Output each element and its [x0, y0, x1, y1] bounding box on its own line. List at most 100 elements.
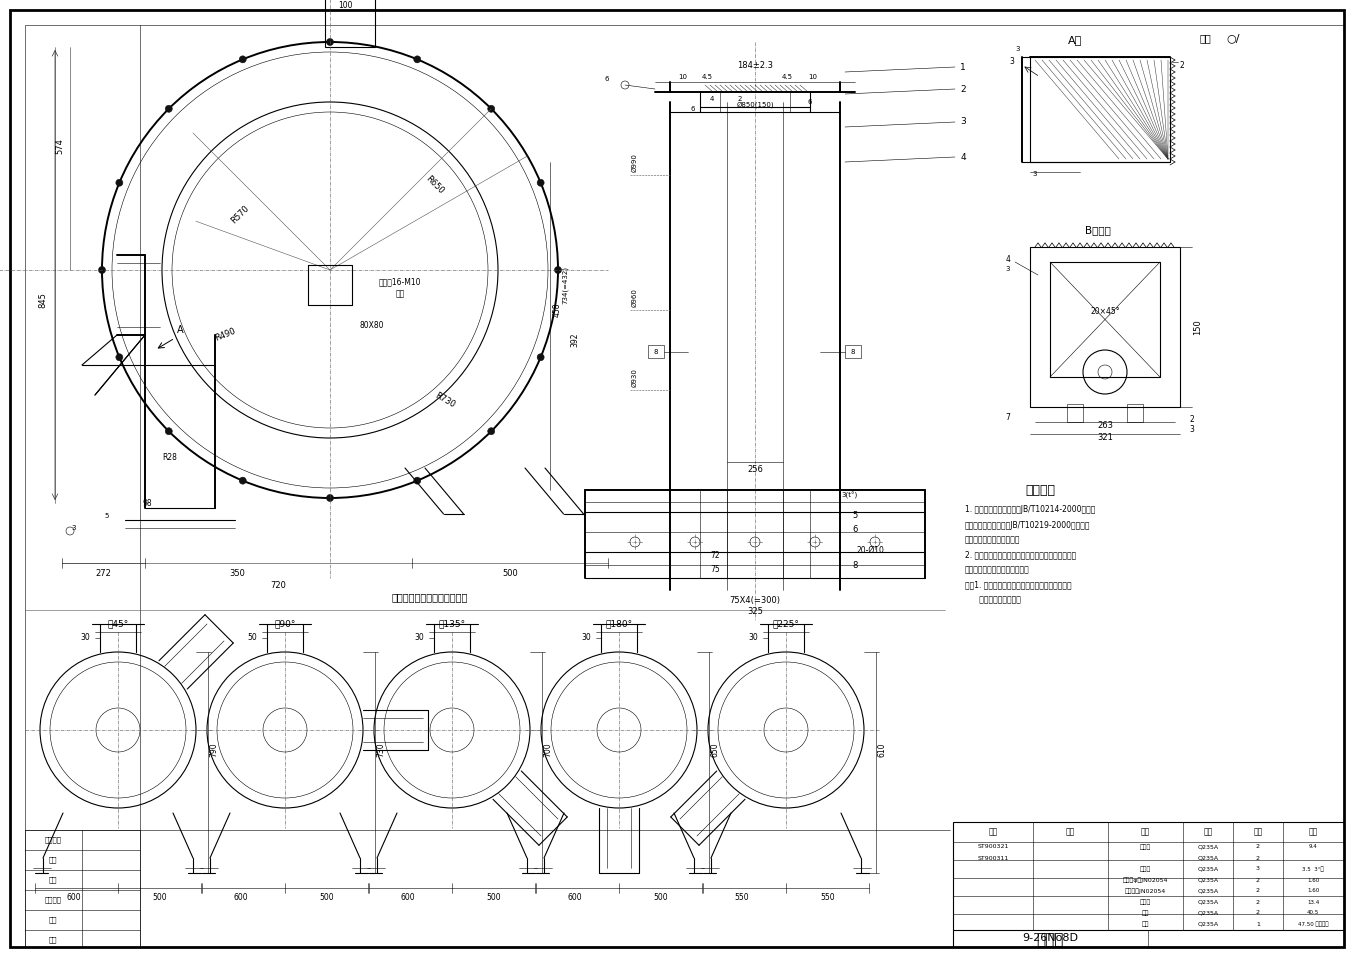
Bar — [1127, 404, 1143, 422]
Text: 30: 30 — [581, 634, 590, 642]
Text: B向旋转: B向旋转 — [1085, 225, 1110, 235]
Text: 700: 700 — [543, 743, 552, 757]
Text: 4.5: 4.5 — [701, 74, 712, 80]
Circle shape — [538, 179, 544, 187]
Bar — [953, 822, 1345, 947]
Text: 均布: 均布 — [395, 290, 405, 299]
Text: R570: R570 — [229, 204, 250, 226]
Text: 500: 500 — [320, 894, 334, 902]
Circle shape — [99, 266, 106, 274]
Text: 1.60: 1.60 — [1307, 888, 1319, 894]
Text: Ø960: Ø960 — [632, 289, 638, 307]
Text: 名称: 名称 — [49, 917, 57, 924]
Text: Q235A: Q235A — [1197, 888, 1219, 894]
Text: 多零板: 多零板 — [1139, 866, 1151, 872]
Text: 3.5  3°打: 3.5 3°打 — [1303, 866, 1324, 872]
Text: 6: 6 — [808, 99, 812, 105]
Text: 600: 600 — [567, 894, 582, 902]
Text: 1: 1 — [1257, 922, 1261, 926]
Text: 右225°: 右225° — [773, 619, 799, 629]
Text: ○/: ○/ — [1227, 33, 1240, 43]
Bar — [649, 345, 663, 358]
Text: 图样标记: 图样标记 — [45, 836, 61, 843]
Text: 注：1. 本图系右旋转风机的机壳组，左旋转风机的: 注：1. 本图系右旋转风机的机壳组，左旋转风机的 — [965, 581, 1071, 590]
Text: 75: 75 — [709, 566, 720, 574]
Text: R490: R490 — [214, 326, 237, 344]
Text: 备注: 备注 — [1308, 828, 1317, 836]
Text: 263: 263 — [1097, 420, 1113, 430]
Text: 8: 8 — [852, 561, 857, 569]
Text: 机壳的出口角度及支脚尺寸图: 机壳的出口角度及支脚尺寸图 — [391, 592, 468, 602]
Text: 2: 2 — [1257, 900, 1261, 904]
Text: 98: 98 — [142, 499, 152, 507]
Text: A向: A向 — [1068, 35, 1082, 45]
Text: 名称: 名称 — [1140, 828, 1150, 836]
Text: 机入口φ之JN02054: 机入口φ之JN02054 — [1122, 878, 1167, 882]
Bar — [24, 830, 139, 947]
Text: 100: 100 — [337, 1, 352, 10]
Text: 重量: 重量 — [49, 857, 57, 863]
Text: 3(t°): 3(t°) — [842, 491, 858, 499]
Text: 图样代号: 图样代号 — [45, 897, 61, 903]
Text: 5: 5 — [104, 513, 110, 519]
Text: 6: 6 — [691, 106, 695, 112]
Text: Q235A: Q235A — [1197, 866, 1219, 872]
Text: 10: 10 — [808, 74, 818, 80]
Text: 火焊板: 火焊板 — [1139, 844, 1151, 850]
Text: 6: 6 — [852, 525, 857, 535]
Text: Q235A: Q235A — [1197, 844, 1219, 850]
Text: 2: 2 — [1257, 878, 1261, 882]
Text: 720: 720 — [271, 581, 287, 590]
Text: 3: 3 — [1257, 866, 1261, 872]
Text: 品量: 品量 — [1254, 828, 1263, 836]
Text: 2. 在前右马鞍钢圆缝处焊、切钢板钢栅，并应保证分: 2. 在前右马鞍钢圆缝处焊、切钢板钢栅，并应保证分 — [965, 550, 1076, 560]
Text: 单位: 单位 — [49, 937, 57, 944]
Text: Ø850(150): Ø850(150) — [737, 101, 774, 108]
Text: R650: R650 — [424, 174, 445, 196]
Text: 比例: 比例 — [49, 877, 57, 883]
Circle shape — [240, 478, 246, 484]
Text: 30: 30 — [414, 634, 424, 642]
Text: 321: 321 — [1097, 433, 1113, 441]
Text: 845: 845 — [38, 292, 47, 308]
Text: 技术要求: 技术要求 — [1025, 483, 1055, 497]
Text: 机壳组技本图反制。: 机壳组技本图反制。 — [965, 595, 1021, 605]
Text: 其余: 其余 — [1200, 33, 1210, 43]
Text: 734(=432): 734(=432) — [562, 266, 569, 304]
Text: 代号: 代号 — [1066, 828, 1075, 836]
Circle shape — [487, 428, 494, 434]
Text: 7: 7 — [1006, 412, 1010, 421]
Text: 20×45°: 20×45° — [1090, 307, 1120, 317]
Text: 50: 50 — [248, 634, 257, 642]
Text: 4.5: 4.5 — [781, 74, 792, 80]
Text: 610: 610 — [877, 743, 887, 757]
Text: 550: 550 — [821, 894, 835, 902]
Circle shape — [487, 105, 494, 112]
Text: 790: 790 — [210, 743, 218, 757]
Text: 钢壳: 钢壳 — [1141, 910, 1148, 916]
Text: 右135°: 右135° — [439, 619, 466, 629]
Text: 392: 392 — [570, 333, 580, 347]
Text: 650: 650 — [711, 743, 719, 757]
Text: 3: 3 — [1010, 57, 1014, 66]
Text: 1. 机壳组的制造和验收按JB/T10214-2000《通风: 1. 机壳组的制造和验收按JB/T10214-2000《通风 — [965, 505, 1095, 515]
Text: 8: 8 — [654, 348, 658, 354]
Text: 符号: 符号 — [988, 828, 998, 836]
Circle shape — [116, 354, 123, 361]
Circle shape — [165, 105, 172, 112]
Text: 2: 2 — [960, 84, 965, 94]
Text: 350: 350 — [229, 568, 245, 577]
Text: 右90°: 右90° — [275, 619, 295, 629]
Text: 3: 3 — [1033, 171, 1037, 177]
Text: 布在盆钢圆上的螺孔局部密度。: 布在盆钢圆上的螺孔局部密度。 — [965, 566, 1030, 574]
Text: 75X4(=300): 75X4(=300) — [730, 595, 780, 605]
Text: 47.50 冷冲压板: 47.50 冷冲压板 — [1297, 922, 1328, 926]
Text: 600: 600 — [234, 894, 248, 902]
Text: 600: 600 — [66, 894, 81, 902]
Bar — [1030, 57, 1170, 162]
Text: 机零部件技术条件》和JB/T10219-2000《通风机: 机零部件技术条件》和JB/T10219-2000《通风机 — [965, 521, 1090, 529]
Text: 6: 6 — [605, 76, 609, 82]
Text: 9.4: 9.4 — [1308, 844, 1317, 850]
Text: 3: 3 — [960, 118, 965, 126]
Text: ST900321: ST900321 — [978, 844, 1009, 850]
